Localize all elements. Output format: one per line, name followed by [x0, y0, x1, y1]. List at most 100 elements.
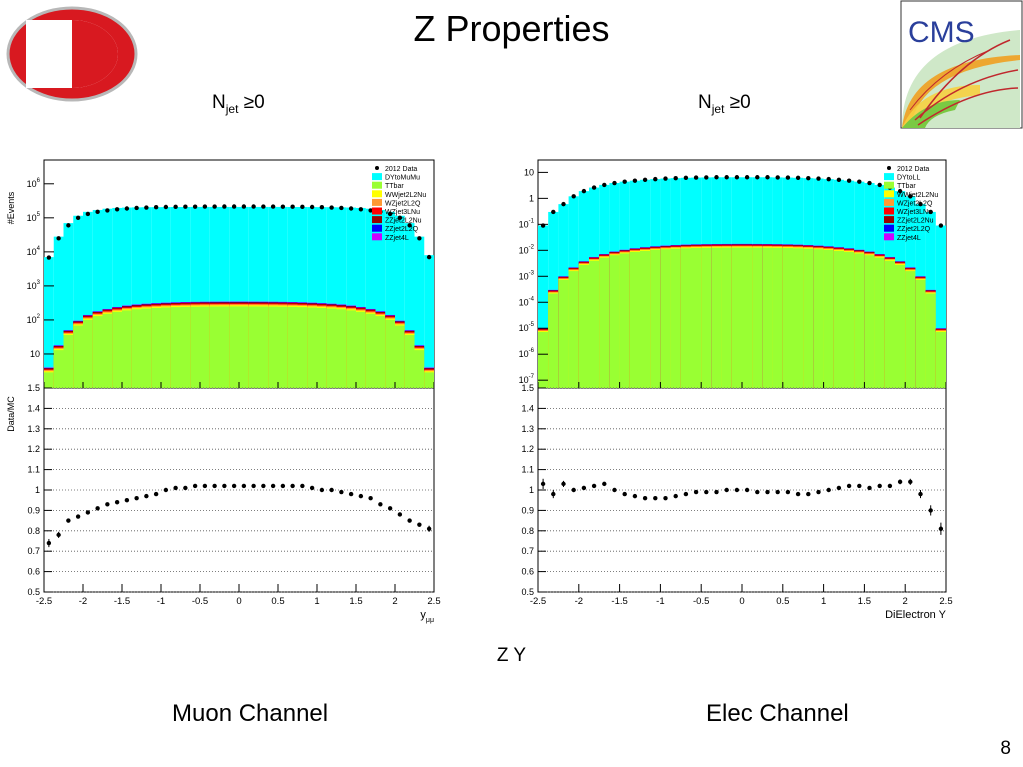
ratio-point [397, 512, 403, 517]
y-tick-label-ratio: 1.5 [521, 383, 534, 393]
ratio-point [806, 491, 811, 497]
y-tick-label-ratio: 0.6 [521, 567, 534, 577]
legend-entry: ZZjet2L2Nu [385, 218, 422, 225]
x-tick-label: 2.5 [939, 596, 952, 607]
y-tick-label-ratio: 1.1 [27, 465, 40, 475]
signal-mc-bar [63, 223, 74, 388]
page-number: 8 [1000, 738, 1011, 759]
ratio-point [744, 487, 750, 493]
signal-mc-bar [170, 206, 181, 388]
y-tick-label-top: 10-1 [519, 218, 535, 229]
data-point [785, 175, 791, 180]
elec-channel-caption: Elec Channel [706, 700, 849, 727]
ratio-point [163, 487, 169, 493]
ratio-point [300, 483, 305, 489]
x-tick-label: 2 [903, 596, 908, 607]
ttbar-bar [83, 319, 93, 388]
ratio-point [417, 522, 422, 527]
ttbar-bar [170, 307, 181, 388]
ratio-point [795, 491, 801, 497]
ratio-point [192, 483, 198, 489]
signal-mc-bar [92, 209, 103, 388]
signal-mc-bar [248, 206, 259, 388]
data-point [938, 223, 944, 228]
legend-swatch [884, 173, 894, 181]
ratio-point [114, 500, 120, 505]
y-tick-label-ratio: 0.9 [521, 505, 534, 515]
y-tick-label-top: 102 [27, 314, 41, 325]
ratio-point [887, 483, 893, 489]
data-point [612, 180, 617, 186]
ttbar-bar [721, 247, 732, 388]
signal-mc-bar [102, 208, 113, 388]
data-point [877, 182, 882, 188]
legend-entry: ZZjet2L2Q [385, 226, 419, 233]
data-point [426, 254, 432, 260]
ratio-point [693, 489, 699, 495]
ratio-point [551, 491, 556, 497]
data-point [795, 175, 801, 180]
ratio-point [928, 508, 933, 513]
data-point [857, 179, 862, 184]
ttbar-bar [200, 306, 210, 388]
legend-entry: WZjet3LNu [385, 209, 420, 216]
z-rapidity-label: Z Y [496, 645, 527, 666]
ttbar-bar [297, 307, 308, 388]
ttbar-bar [558, 279, 569, 388]
data-point [348, 206, 354, 211]
data-point [251, 204, 256, 209]
ratio-point [908, 479, 913, 485]
cms-logo-text: CMS [908, 16, 975, 49]
signal-mc-bar [538, 225, 549, 388]
ratio-point [938, 526, 944, 531]
ttbar-bar [424, 372, 434, 388]
signal-mc-bar [219, 206, 230, 388]
y-tick-label-ratio: 0.7 [521, 546, 534, 556]
data-point [358, 207, 364, 212]
njet-label-left: Njet ≥0 [212, 92, 265, 116]
ttbar-bar [63, 335, 74, 388]
data-point [114, 207, 120, 212]
ratio-point [704, 489, 709, 495]
ratio-point [918, 491, 923, 497]
legend-entry: WZjet2L2Q [385, 200, 421, 207]
y-tick-label-top: 10-4 [519, 296, 535, 307]
ratio-point [591, 483, 597, 489]
ttbar-bar [307, 307, 317, 388]
signal-mc-bar [297, 206, 308, 388]
data-point [300, 204, 305, 210]
ratio-point [581, 485, 587, 491]
ratio-point [642, 495, 648, 501]
legend-swatch [372, 190, 382, 198]
ttbar-bar [905, 271, 916, 388]
ratio-point [66, 518, 71, 523]
data-point [755, 175, 760, 180]
data-point [836, 177, 842, 182]
ttbar-bar [219, 306, 230, 388]
legend-entry: 2012 Data [897, 166, 929, 173]
ttbar-bar [691, 248, 702, 388]
data-point [339, 205, 344, 211]
ttbar-bar [151, 307, 161, 388]
ttbar-bar [823, 249, 834, 388]
data-point [622, 179, 627, 184]
ratio-point [75, 514, 81, 519]
data-point [95, 209, 100, 215]
y-tick-label-top: 10 [30, 349, 40, 359]
signal-mc-bar [131, 207, 142, 388]
data-point [775, 175, 780, 180]
data-point [918, 201, 923, 207]
legend-swatch [884, 198, 894, 206]
y-tick-label-top: 104 [27, 246, 41, 257]
legend-entry: DYtoLL [897, 175, 920, 182]
data-point [75, 215, 81, 221]
ttbar-bar [538, 331, 549, 388]
signal-mc-bar [356, 207, 366, 388]
ratio-point [846, 483, 852, 489]
data-point [928, 209, 933, 215]
y-tick-label-top: 10-2 [519, 244, 535, 255]
ratio-point [663, 495, 668, 501]
njet-label-right: Njet ≥0 [698, 92, 751, 116]
data-point [153, 205, 159, 210]
x-tick-label: 2 [392, 596, 397, 607]
